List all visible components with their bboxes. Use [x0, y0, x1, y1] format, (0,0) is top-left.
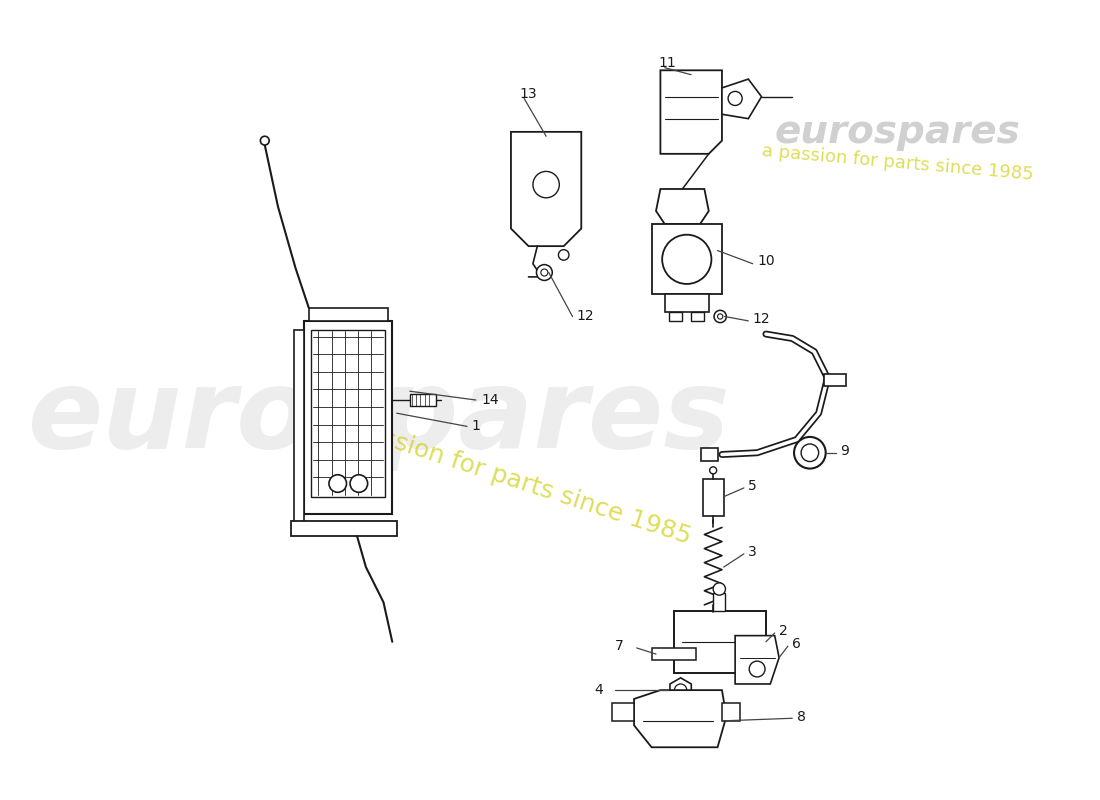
Circle shape: [532, 171, 559, 198]
Circle shape: [261, 136, 270, 145]
Bar: [703, 479, 724, 516]
Text: 12: 12: [576, 310, 594, 323]
Polygon shape: [311, 330, 385, 497]
Circle shape: [717, 314, 723, 319]
Circle shape: [350, 474, 367, 492]
Circle shape: [728, 91, 743, 106]
Bar: [713, 594, 726, 611]
Text: 2: 2: [779, 624, 788, 638]
Circle shape: [714, 310, 726, 322]
Circle shape: [801, 444, 818, 462]
Polygon shape: [294, 330, 305, 523]
Text: 12: 12: [752, 312, 770, 326]
Polygon shape: [660, 70, 722, 154]
Circle shape: [794, 437, 826, 469]
Circle shape: [713, 583, 726, 595]
Bar: [651, 224, 722, 294]
Text: 9: 9: [839, 444, 848, 458]
Bar: [651, 648, 695, 660]
Circle shape: [662, 234, 712, 284]
Circle shape: [710, 467, 717, 474]
Text: 3: 3: [748, 545, 757, 559]
Polygon shape: [612, 703, 634, 721]
Text: 1: 1: [472, 419, 481, 434]
Polygon shape: [309, 308, 388, 321]
Polygon shape: [722, 703, 739, 721]
Text: a passion for parts since 1985: a passion for parts since 1985: [328, 410, 694, 549]
Text: a passion for parts since 1985: a passion for parts since 1985: [761, 142, 1034, 183]
Circle shape: [541, 269, 548, 276]
Bar: [669, 312, 682, 321]
Polygon shape: [656, 189, 708, 224]
Polygon shape: [292, 522, 397, 536]
Text: 13: 13: [519, 87, 538, 101]
Text: 11: 11: [659, 56, 676, 70]
Text: 7: 7: [615, 639, 624, 653]
Polygon shape: [735, 636, 779, 684]
Text: 10: 10: [757, 254, 774, 268]
Circle shape: [559, 250, 569, 260]
Bar: [691, 312, 704, 321]
Bar: [701, 448, 718, 461]
Text: 6: 6: [792, 638, 801, 651]
Text: 14: 14: [481, 393, 498, 407]
Polygon shape: [673, 611, 766, 673]
Bar: [664, 294, 708, 312]
Circle shape: [749, 661, 764, 677]
Polygon shape: [510, 132, 581, 246]
Circle shape: [329, 474, 346, 492]
Text: 8: 8: [796, 710, 805, 723]
Circle shape: [674, 684, 686, 696]
Polygon shape: [722, 79, 761, 118]
Text: eurospares: eurospares: [774, 113, 1021, 151]
Bar: [824, 374, 846, 386]
Circle shape: [537, 265, 552, 281]
Text: 5: 5: [748, 479, 757, 493]
Text: eurospares: eurospares: [28, 364, 730, 471]
Bar: [410, 394, 437, 406]
Polygon shape: [634, 690, 726, 747]
Text: 4: 4: [594, 683, 603, 697]
Polygon shape: [305, 321, 393, 514]
